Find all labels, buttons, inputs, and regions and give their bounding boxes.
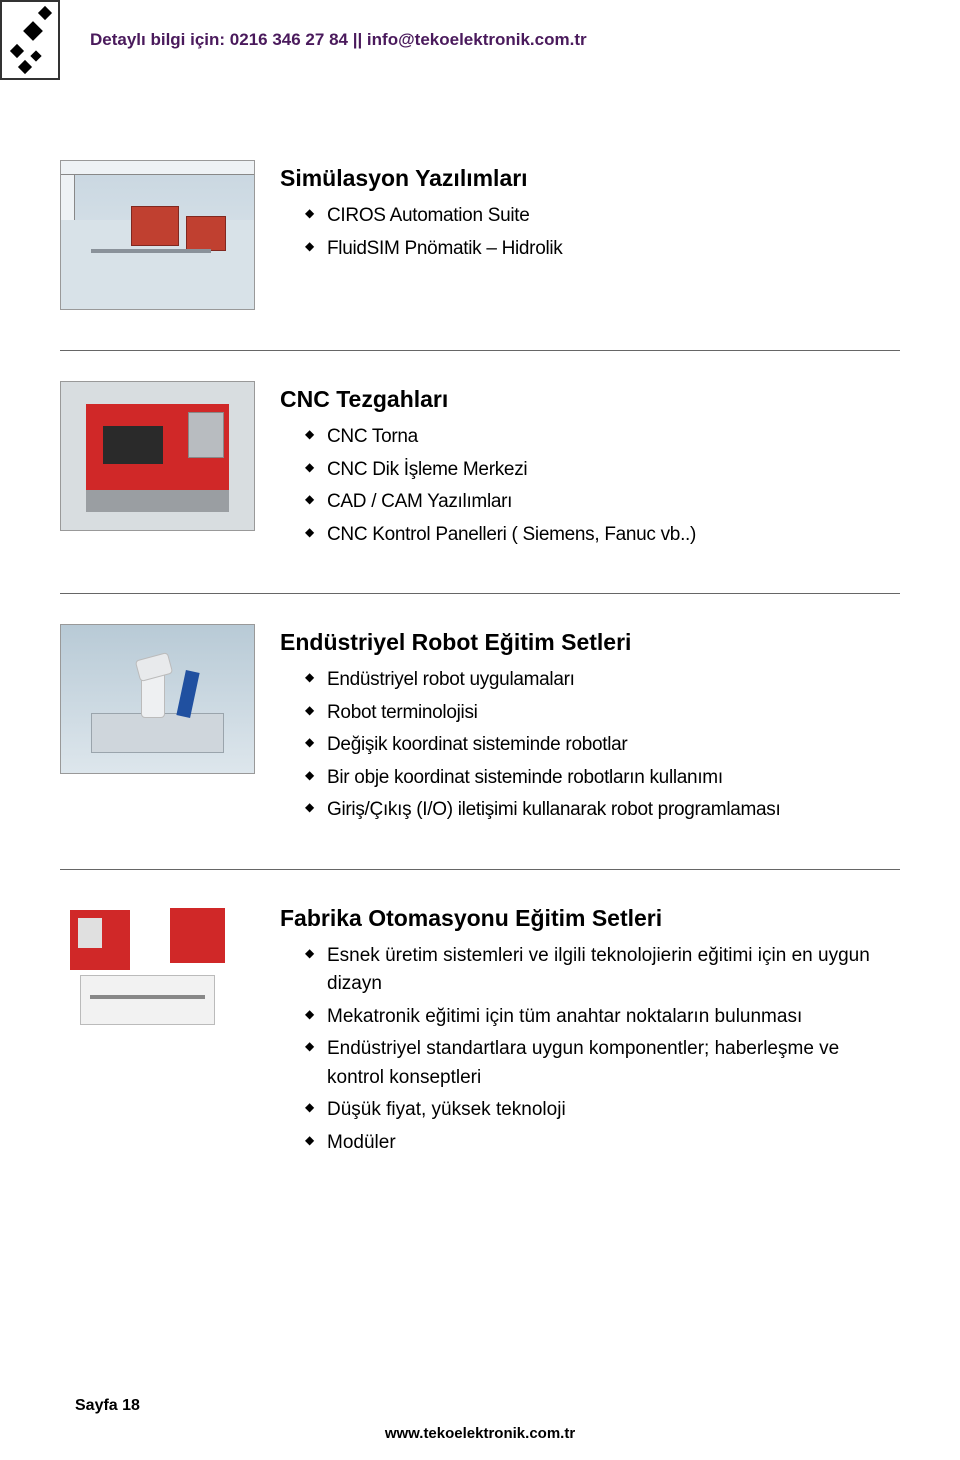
list-item: Düşük fiyat, yüksek teknoloji <box>305 1096 900 1125</box>
list-item: CNC Torna <box>305 423 900 452</box>
bullet-list: Esnek üretim sistemleri ve ilgili teknol… <box>280 942 900 1158</box>
section-title: Fabrika Otomasyonu Eğitim Setleri <box>280 905 900 932</box>
list-item: FluidSIM Pnömatik – Hidrolik <box>305 235 900 264</box>
section-factory: Fabrika Otomasyonu Eğitim Setleri Esnek … <box>60 870 900 1202</box>
header-contact: Detaylı bilgi için: 0216 346 27 84 || in… <box>90 30 900 50</box>
bullet-list: CNC Torna CNC Dik İşleme Merkezi CAD / C… <box>280 423 900 549</box>
section-simulation: Simülasyon Yazılımları CIROS Automation … <box>60 130 900 351</box>
list-item: Modüler <box>305 1129 900 1158</box>
section-robot: Endüstriyel Robot Eğitim Setleri Endüstr… <box>60 594 900 870</box>
list-item: Bir obje koordinat sisteminde robotların… <box>305 764 900 793</box>
footer-url: www.tekoelektronik.com.tr <box>0 1425 960 1442</box>
list-item: CNC Dik İşleme Merkezi <box>305 456 900 485</box>
list-item: CIROS Automation Suite <box>305 202 900 231</box>
list-item: CAD / CAM Yazılımları <box>305 488 900 517</box>
list-item: Endüstriyel standartlara uygun komponent… <box>305 1035 900 1092</box>
thumb-simulation <box>60 160 255 310</box>
page-number: Sayfa 18 <box>75 1397 140 1415</box>
section-title: CNC Tezgahları <box>280 386 900 413</box>
list-item: Robot terminolojisi <box>305 699 900 728</box>
section-title: Endüstriyel Robot Eğitim Setleri <box>280 629 900 656</box>
list-item: Endüstriyel robot uygulamaları <box>305 666 900 695</box>
thumb-factory <box>60 900 255 1070</box>
bullet-list: Endüstriyel robot uygulamaları Robot ter… <box>280 666 900 825</box>
bullet-list: CIROS Automation Suite FluidSIM Pnömatik… <box>280 202 900 263</box>
logo-box <box>0 0 60 80</box>
section-title: Simülasyon Yazılımları <box>280 165 900 192</box>
list-item: Esnek üretim sistemleri ve ilgili teknol… <box>305 942 900 999</box>
list-item: Giriş/Çıkış (I/O) iletişimi kullanarak r… <box>305 796 900 825</box>
list-item: Değişik koordinat sisteminde robotlar <box>305 731 900 760</box>
content-area: Simülasyon Yazılımları CIROS Automation … <box>60 130 900 1201</box>
thumb-cnc <box>60 381 255 531</box>
list-item: Mekatronik eğitimi için tüm anahtar nokt… <box>305 1003 900 1032</box>
section-cnc: CNC Tezgahları CNC Torna CNC Dik İşleme … <box>60 351 900 594</box>
list-item: CNC Kontrol Panelleri ( Siemens, Fanuc v… <box>305 521 900 550</box>
thumb-robot <box>60 624 255 774</box>
